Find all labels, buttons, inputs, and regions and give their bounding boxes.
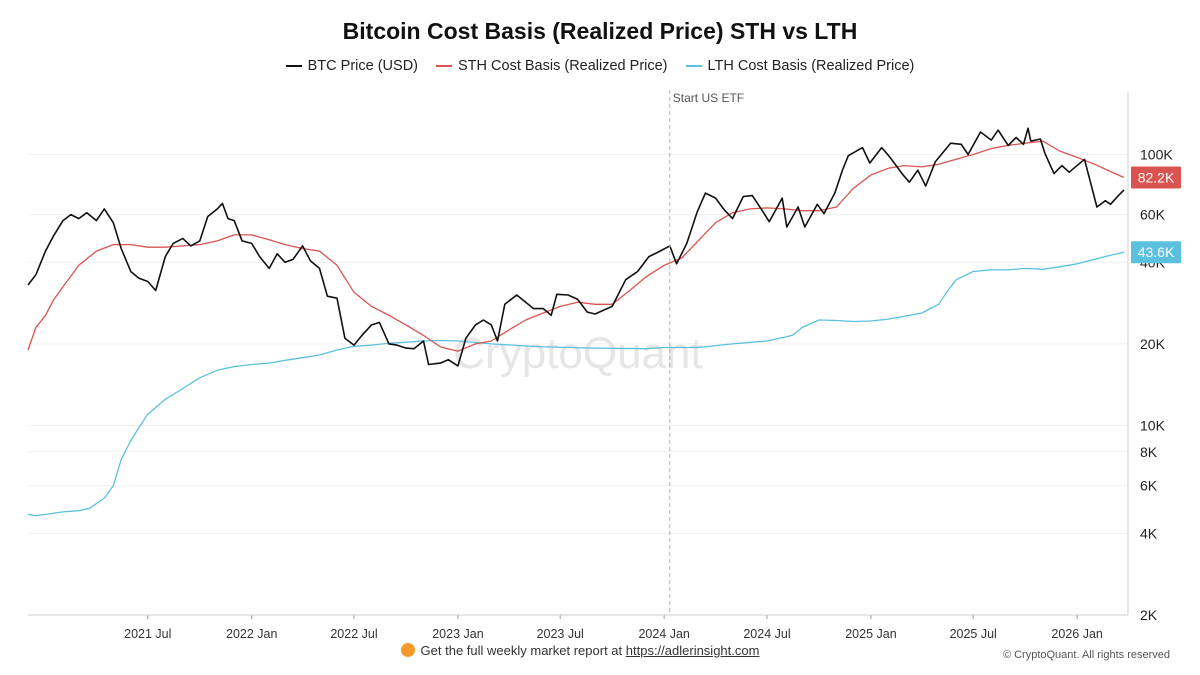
footer-promo-text: Get the full weekly market report at bbox=[420, 643, 623, 658]
x-tick-label: 2025 Jul bbox=[950, 627, 997, 641]
legend-swatch-btc bbox=[285, 65, 302, 67]
series-line-btc-price bbox=[27, 127, 1125, 367]
etf-start-label: Start US ETF bbox=[673, 91, 744, 105]
x-tick-label: 2023 Jul bbox=[537, 627, 584, 641]
series-line-sth-cost-basis bbox=[27, 140, 1125, 352]
footer-link[interactable]: https://adlerinsight.com bbox=[625, 643, 760, 658]
y-tick-label: 6K bbox=[1140, 478, 1158, 494]
series-lines bbox=[27, 127, 1125, 517]
last-value-label: 82.2K bbox=[1138, 170, 1175, 186]
y-tick-label: 2K bbox=[1140, 607, 1158, 623]
y-tick-label: 60K bbox=[1140, 207, 1166, 223]
last-value-label: 43.6K bbox=[1138, 244, 1175, 260]
legend-label-btc: BTC Price (USD) bbox=[307, 58, 419, 74]
legend-item-btc-price[interactable]: BTC Price (USD) bbox=[285, 58, 419, 74]
watermark: CryptoQuant bbox=[453, 329, 702, 378]
copyright-text: © CryptoQuant. All rights reserved bbox=[1002, 649, 1170, 661]
y-tick-label: 8K bbox=[1140, 444, 1158, 460]
x-tick-label: 2021 Jul bbox=[124, 627, 171, 641]
chart-title: Bitcoin Cost Basis (Realized Price) STH … bbox=[342, 18, 858, 44]
chart-legend: BTC Price (USD) STH Cost Basis (Realized… bbox=[0, 58, 1200, 74]
grid-lines bbox=[28, 153, 1128, 616]
legend-item-sth-cost-basis[interactable]: STH Cost Basis (Realized Price) bbox=[436, 58, 668, 74]
coin-icon bbox=[400, 643, 415, 657]
footer-promo: Get the full weekly market report at htt… bbox=[0, 643, 1160, 658]
last-value-badge bbox=[1131, 241, 1181, 264]
y-tick-label: 10K bbox=[1140, 418, 1166, 434]
last-value-labels: 43.6K 82.2K bbox=[1131, 166, 1181, 264]
legend-swatch-lth bbox=[685, 65, 702, 67]
x-tick-label: 2026 Jan bbox=[1051, 627, 1102, 641]
y-tick-label: 4K bbox=[1140, 525, 1158, 541]
y-tick-label: 100K bbox=[1140, 146, 1173, 162]
x-tick-label: 2024 Jan bbox=[638, 627, 689, 641]
x-tick-label: 2022 Jul bbox=[330, 627, 377, 641]
x-tick-label: 2022 Jan bbox=[226, 627, 277, 641]
x-tick-label: 2025 Jan bbox=[845, 627, 896, 641]
legend-label-sth: STH Cost Basis (Realized Price) bbox=[458, 58, 668, 74]
legend-item-lth-cost-basis[interactable]: LTH Cost Basis (Realized Price) bbox=[685, 58, 915, 74]
y-tick-label: 20K bbox=[1140, 336, 1166, 352]
series-line-lth-cost-basis bbox=[27, 251, 1125, 517]
legend-label-lth: LTH Cost Basis (Realized Price) bbox=[707, 58, 915, 74]
x-tick-label: 2023 Jan bbox=[432, 627, 483, 641]
legend-swatch-sth bbox=[436, 65, 453, 67]
x-tick-label: 2024 Jul bbox=[743, 627, 790, 641]
etf-annotation: Start US ETF bbox=[669, 90, 744, 615]
last-value-badge bbox=[1131, 166, 1181, 189]
